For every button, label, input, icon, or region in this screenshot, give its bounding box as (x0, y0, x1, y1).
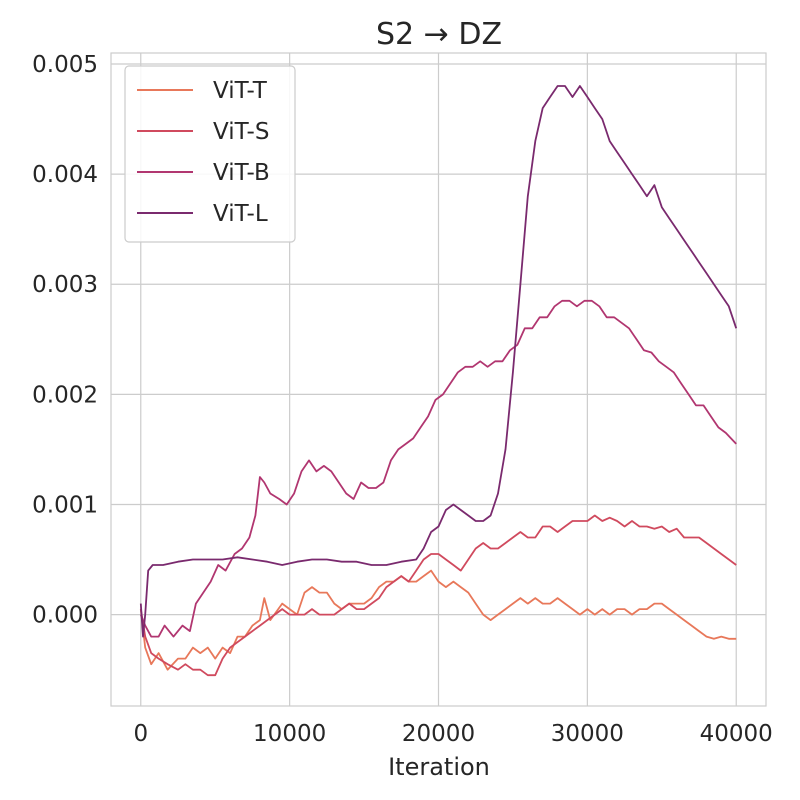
legend-label-vit-b: ViT-B (213, 160, 270, 186)
legend-label-vit-l: ViT-L (213, 201, 268, 227)
plot-frame (110, 52, 767, 707)
legend-box (124, 65, 296, 243)
x-tick-label: 30000 (551, 721, 624, 747)
y-tick-label: 0.004 (32, 162, 98, 188)
series-line-vit-l (139, 85, 738, 638)
series-line-vit-s (139, 514, 737, 677)
legend-label-vit-s: ViT-S (213, 119, 269, 145)
y-tick-label: 0.003 (32, 272, 98, 298)
y-tick-label: 0.005 (32, 52, 98, 78)
y-axis: 0.000 0.001 0.002 0.003 0.004 0.005 (32, 52, 98, 629)
y-tick-label: 0.001 (32, 492, 98, 518)
series-line-vit-t (139, 569, 737, 671)
y-tick-label: 0.000 (32, 603, 98, 629)
series-line-vit-b (139, 299, 737, 638)
chart-title: S2 → DZ (376, 17, 502, 52)
x-tick-label: 20000 (402, 721, 475, 747)
legend: ViT-T ViT-S ViT-B ViT-L (124, 65, 296, 243)
x-tick-label: 0 (133, 721, 148, 747)
y-tick-label: 0.002 (32, 382, 98, 408)
x-axis-title: Iteration (388, 753, 490, 781)
legend-label-vit-t: ViT-T (213, 78, 268, 104)
x-tick-label: 10000 (253, 721, 326, 747)
x-axis: 0 10000 20000 30000 40000 (133, 721, 772, 747)
x-tick-label: 40000 (700, 721, 773, 747)
series-layer (139, 85, 738, 677)
